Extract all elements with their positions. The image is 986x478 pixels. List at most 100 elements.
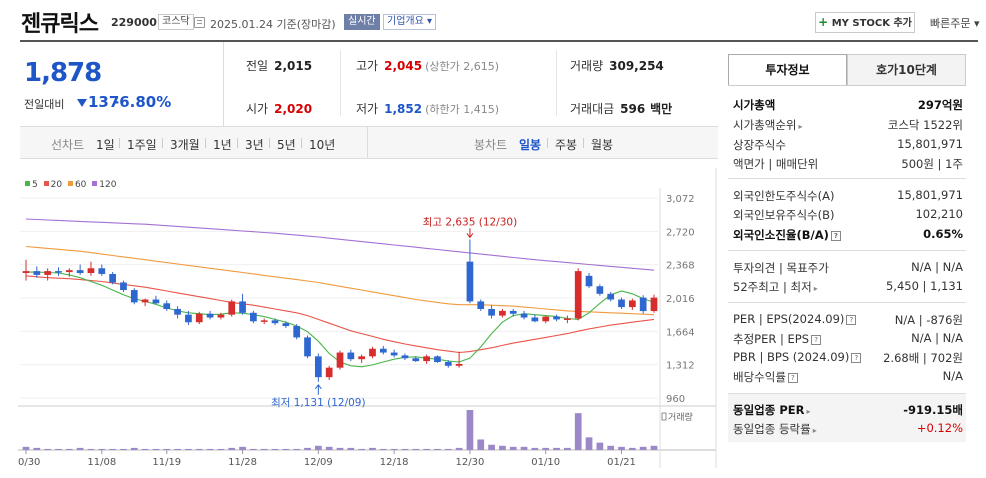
- candle-body: [228, 301, 236, 315]
- dividend-row: 배당수익률? N/A: [733, 369, 963, 384]
- volume-bar: [130, 447, 138, 450]
- tab-orderbook[interactable]: 호가10단계: [847, 54, 966, 86]
- volume-bar: [574, 413, 582, 450]
- candle-body: [163, 303, 171, 309]
- candle-chart-label: 봉차트: [474, 138, 508, 152]
- period-10y[interactable]: 10년: [309, 138, 336, 152]
- candle-body: [347, 352, 355, 360]
- candle-body: [542, 316, 550, 322]
- volume-bar: [477, 439, 485, 450]
- help-icon[interactable]: ?: [811, 335, 822, 345]
- change-percent: -6.80%: [113, 93, 172, 111]
- arrow-right-icon: ▸: [812, 426, 817, 435]
- volume-bar: [542, 447, 550, 450]
- x-tick-label: 11/19: [152, 457, 181, 468]
- period-3m[interactable]: 3개월: [170, 138, 200, 152]
- volume-bar: [282, 448, 290, 450]
- volume: 거래량 309,254: [570, 59, 664, 73]
- volume-bar: [98, 448, 106, 450]
- quick-order-dropdown[interactable]: 빠른주문 ▾: [930, 17, 980, 30]
- help-icon[interactable]: ?: [846, 315, 857, 325]
- volume-bar: [596, 442, 604, 450]
- volume-bar: [304, 447, 311, 450]
- y-tick-label: 1,664: [666, 327, 695, 338]
- volume-bar: [239, 446, 246, 450]
- volume-bar: [434, 448, 441, 450]
- help-icon[interactable]: ?: [851, 353, 862, 363]
- volume-bar: [444, 448, 452, 450]
- week52-row[interactable]: 52주최고 | 최저 ▸ 5,450 | 1,131: [733, 279, 963, 294]
- candle-body: [444, 362, 452, 366]
- volume-bar: [466, 410, 474, 450]
- candle-body: [195, 313, 203, 323]
- candle-body: [434, 356, 441, 363]
- candle-body: [44, 271, 52, 275]
- par-row: 액면가 | 매매단위 500원 | 1주: [733, 157, 963, 171]
- candle-body: [109, 273, 116, 283]
- chevron-down-icon: ▾: [427, 16, 433, 27]
- market-cap-rank-row[interactable]: 시가총액순위 ▸ 코스닥 1522위: [733, 118, 963, 132]
- period-1d[interactable]: 1일: [96, 138, 115, 152]
- period-1w[interactable]: 1주일: [127, 138, 157, 152]
- help-icon[interactable]: ?: [787, 373, 798, 383]
- candle-body: [574, 271, 582, 319]
- candle-body: [596, 286, 604, 294]
- arrow-right-icon: ▸: [798, 122, 803, 131]
- volume-bar: [314, 445, 322, 450]
- legend-swatch-60: [67, 181, 73, 186]
- legend-swatch-20: [43, 181, 49, 186]
- period-5y[interactable]: 5년: [277, 138, 296, 152]
- realtime-button[interactable]: 실시간: [344, 14, 380, 30]
- candle-body: [650, 297, 658, 312]
- period-1y[interactable]: 1년: [213, 138, 232, 152]
- change-label: 전일대비: [24, 98, 65, 111]
- current-price: 1,878: [24, 58, 102, 88]
- volume-bar: [293, 448, 301, 450]
- volume-bar: [174, 448, 181, 450]
- volume-bar: [520, 446, 528, 450]
- low-price: 저가 1,852 (하한가 1,415): [356, 102, 499, 116]
- my-stock-add-button[interactable]: + MY STOCK 추가: [815, 12, 915, 33]
- candle-body: [65, 270, 73, 273]
- high-price: 고가 2,045 (상한가 2,615): [356, 59, 499, 73]
- y-tick-label: 3,072: [666, 194, 695, 205]
- sector-per-row[interactable]: 동일업종 PER ▸ -919.15배: [733, 403, 963, 417]
- candle-daily[interactable]: 일봉: [519, 138, 542, 152]
- price-chart[interactable]: 3,072 2,720 2,368 2,016 1,664 1,312 960 10/30 11…: [18, 168, 718, 468]
- volume-bar: [607, 445, 615, 450]
- opinion-row: 투자의견 | 목표주가 N/A | N/A: [733, 260, 963, 275]
- volume-bar: [639, 446, 647, 450]
- candle-body: [499, 310, 506, 316]
- y-tick-label: 960: [666, 394, 685, 405]
- legend-swatch-5: [25, 181, 30, 186]
- candle-body: [531, 317, 539, 322]
- ma20-line: [25, 275, 655, 354]
- period-3y[interactable]: 3년: [245, 138, 264, 152]
- company-overview-dropdown[interactable]: 기업개요 ▾: [383, 14, 437, 30]
- help-icon[interactable]: ?: [830, 231, 841, 241]
- candle-monthly[interactable]: 월봉: [591, 138, 614, 152]
- candle-body: [336, 352, 344, 368]
- candle-body: [325, 367, 333, 378]
- volume-bar: [336, 447, 344, 450]
- candle-body: [379, 348, 387, 353]
- calendar-icon: [194, 17, 205, 28]
- volume-bar: [65, 448, 73, 450]
- candle-body: [488, 308, 495, 316]
- candle-body: [628, 300, 636, 308]
- candle-body: [120, 282, 127, 291]
- tab-investment-info[interactable]: 투자정보: [728, 54, 847, 86]
- sector-rate-row[interactable]: 동일업종 등락률 ▸ +0.12%: [733, 421, 963, 436]
- foreign-hold-row: 외국인보유주식수(B) 102,210: [733, 207, 963, 222]
- candle-body: [260, 320, 268, 322]
- candle-weekly[interactable]: 주봉: [555, 138, 578, 152]
- volume-bar: [163, 448, 171, 450]
- candle-body: [390, 352, 398, 356]
- x-tick-label: 11/08: [87, 457, 116, 468]
- arrow-right-icon: ▸: [813, 284, 818, 293]
- header-divider: [20, 40, 978, 42]
- volume-bar: [271, 448, 279, 450]
- arrow-right-icon: ▸: [806, 407, 811, 416]
- candle-body: [618, 299, 625, 308]
- y-tick-label: 2,720: [666, 227, 695, 238]
